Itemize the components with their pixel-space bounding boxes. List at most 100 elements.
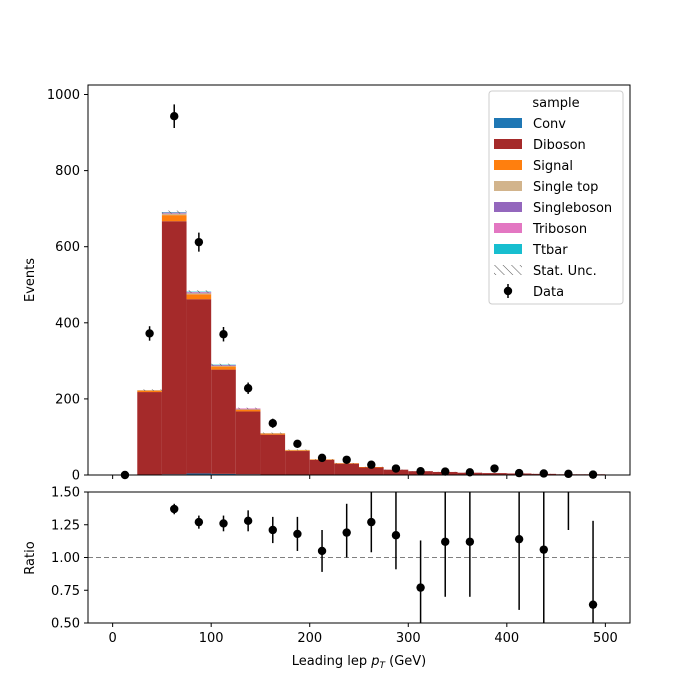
ratio-xtick-label-2: 200	[297, 631, 322, 646]
ratio-ytick-label-4: 1.50	[51, 486, 80, 501]
stat-unc-bin-2	[161, 210, 187, 214]
data-point-14	[465, 468, 475, 477]
x-axis-label: Leading lep pT (GeV)	[292, 654, 426, 671]
ratio-y-axis-label: Ratio	[23, 541, 38, 574]
main-plot-axes: 0 200 400 600 800 1000	[47, 88, 606, 484]
ratio-point-3	[243, 516, 253, 526]
legend-swatch-2	[494, 160, 522, 170]
bar-conv-3	[186, 473, 212, 475]
ratio-ytick-label-2: 1.00	[51, 551, 80, 566]
main-ytick-label-4: 800	[55, 164, 80, 179]
bar-conv-4	[211, 473, 236, 475]
legend-label-0: Conv	[533, 117, 566, 132]
ratio-point-10	[416, 583, 425, 592]
ratio-xtick-label-0: 0	[108, 631, 116, 646]
main-plot-data-points	[120, 104, 598, 480]
legend-swatch-6	[494, 244, 522, 254]
legend-box	[488, 90, 624, 305]
ratio-point-9	[391, 531, 401, 540]
legend-label-2: Signal	[533, 159, 573, 174]
bar-single-top-5	[235, 409, 261, 410]
bar-single-top-2	[161, 213, 187, 216]
ratio-point-1	[194, 517, 204, 527]
data-point-17	[539, 469, 548, 478]
ratio-point-16	[588, 600, 598, 609]
bar-diboson-15	[482, 473, 507, 475]
data-point-15	[490, 464, 499, 473]
ratio-point-5	[293, 529, 302, 539]
data-point-12	[416, 466, 425, 476]
legend-swatch-0	[494, 118, 522, 128]
main-ytick-label-2: 400	[55, 316, 80, 331]
ratio-ytick-label-0: 0.50	[51, 617, 80, 632]
ratio-point-0	[170, 504, 179, 514]
bar-signal-2	[161, 215, 187, 222]
bar-singleboson-3	[186, 292, 212, 294]
legend-label-3: Single top	[533, 180, 598, 195]
bar-signal-1	[137, 390, 162, 393]
ratio-plot-points	[170, 492, 598, 623]
stat-unc-bin-3	[186, 290, 212, 293]
bar-diboson-10	[359, 467, 384, 475]
bar-diboson-7	[285, 451, 310, 475]
ratio-xtick-label-4: 400	[494, 631, 519, 646]
legend: sample Conv Diboson Signal Single top Singleb…	[488, 90, 624, 305]
legend-data-marker	[503, 286, 513, 296]
data-point-18	[564, 469, 573, 479]
main-plot-frame	[87, 84, 631, 476]
bar-single-top-4	[211, 365, 236, 367]
legend-swatch-3	[494, 181, 522, 191]
ratio-ytick-label-3: 1.25	[51, 518, 80, 533]
ratio-xtick-label-3: 300	[396, 631, 421, 646]
bar-signal-4	[211, 366, 236, 370]
legend-swatch-4	[494, 202, 522, 212]
main-y-axis-label: Events	[23, 258, 38, 302]
ratio-xtick-label-1: 100	[199, 631, 224, 646]
legend-title: sample	[532, 96, 579, 111]
legend-label-data: Data	[533, 285, 564, 300]
ratio-ytick-label-1: 0.75	[51, 584, 80, 599]
data-point-10	[367, 460, 376, 469]
bar-signal-5	[235, 409, 261, 412]
ratio-point-13	[514, 534, 524, 544]
main-ytick-label-0: 0	[72, 469, 80, 484]
stat-unc-bin-1	[137, 389, 162, 392]
legend-label-6: Ttbar	[532, 243, 568, 258]
ratio-plot-axes: 0.50 0.75 1.00 1.25 1.50 0 100 200 300 400 500	[51, 486, 618, 647]
stat-unc-bin-7	[285, 449, 310, 451]
data-point-16	[514, 468, 524, 478]
bar-diboson-3	[186, 299, 212, 474]
legend-label-1: Diboson	[533, 138, 586, 153]
legend-swatch-5	[494, 223, 522, 233]
bar-diboson-5	[235, 411, 261, 475]
data-point-3	[194, 237, 204, 247]
stat-unc-bin-5	[235, 407, 261, 410]
legend-label-stat-unc: Stat. Unc.	[533, 264, 597, 279]
bar-diboson-6	[260, 434, 286, 475]
legend-swatch-stat-unc	[494, 265, 522, 275]
legend-swatch-1	[494, 139, 522, 149]
bar-singleboson-4	[211, 365, 236, 366]
data-point-11	[391, 464, 401, 473]
bar-diboson-8	[309, 459, 335, 475]
data-point-1	[145, 329, 154, 338]
data-point-2	[170, 112, 179, 121]
data-point-13	[441, 467, 450, 476]
main-ytick-label-3: 600	[55, 240, 80, 255]
bar-diboson-9	[334, 463, 359, 475]
stat-unc-bin-6	[260, 432, 286, 434]
stat-unc-bin-4	[211, 363, 236, 366]
ratio-point-2	[219, 519, 228, 528]
data-point-8	[317, 453, 327, 463]
bar-signal-6	[260, 433, 286, 435]
main-ytick-label-1: 200	[55, 392, 80, 407]
data-point-7	[293, 439, 302, 448]
data-point-9	[342, 455, 351, 464]
bar-diboson-2	[161, 221, 187, 475]
ratio-point-14	[539, 545, 548, 554]
data-point-6	[268, 419, 277, 428]
ratio-xtick-label-5: 500	[593, 631, 618, 646]
ratio-point-11	[441, 537, 450, 546]
bar-single-top-3	[186, 293, 212, 295]
